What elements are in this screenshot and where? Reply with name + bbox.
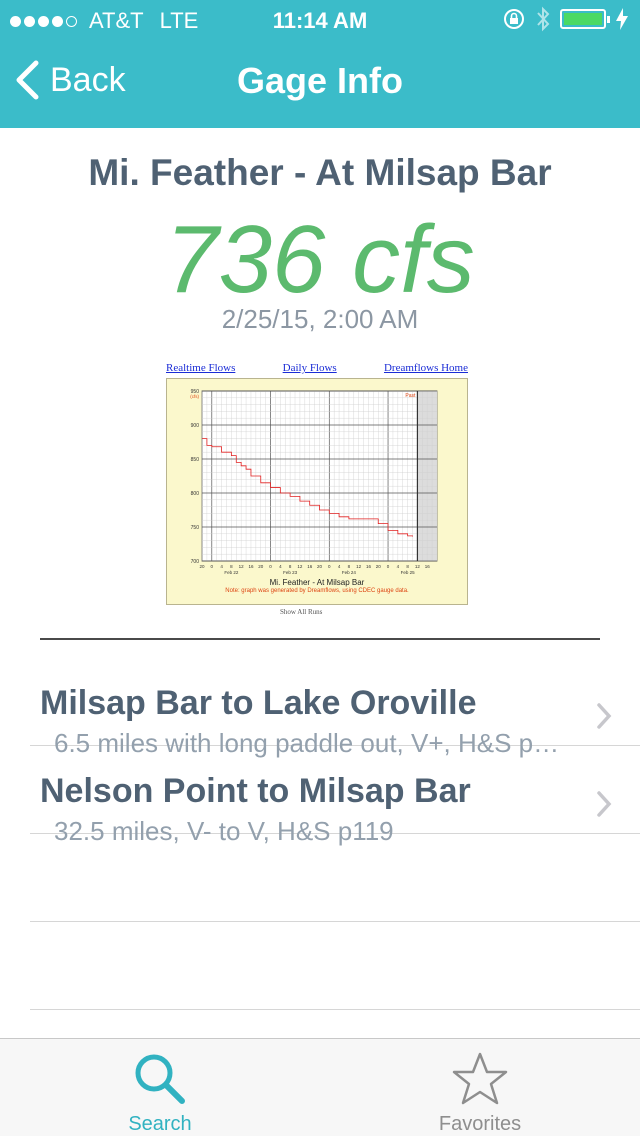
x-tick-label: 8 — [348, 564, 351, 569]
x-tick-label: 20 — [258, 564, 264, 569]
tab-bar: Search Favorites — [0, 1038, 640, 1136]
back-button[interactable]: Back — [14, 60, 126, 100]
bluetooth-icon — [537, 6, 550, 32]
y-tick-label: 950 — [191, 389, 200, 395]
x-tick-label: 4 — [279, 564, 282, 569]
chevron-right-icon — [597, 703, 612, 729]
carrier-label: AT&T — [89, 8, 144, 33]
x-tick-label: 12 — [297, 564, 303, 569]
graph-links: Realtime Flows Daily Flows Dreamflows Ho… — [166, 362, 468, 374]
run-name: Milsap Bar to Lake Oroville — [40, 684, 477, 722]
date-label: Feb 24 — [342, 570, 357, 575]
date-label: Feb 23 — [283, 570, 298, 575]
flow-series-line — [202, 438, 413, 537]
x-tick-label: 16 — [307, 564, 313, 569]
x-tick-label: 4 — [338, 564, 341, 569]
flow-value: 736 cfs — [165, 206, 475, 313]
dreamflows-home-link[interactable]: Dreamflows Home — [383, 362, 468, 374]
x-tick-label: 4 — [220, 564, 223, 569]
x-tick-label: 8 — [230, 564, 233, 569]
y-tick-label: 850 — [191, 457, 200, 463]
star-icon — [452, 1052, 508, 1105]
x-tick-label: 12 — [356, 564, 362, 569]
header: AT&T LTE 11:14 AM Back Gage Info — [0, 0, 640, 128]
status-bar: AT&T LTE 11:14 AM — [0, 0, 640, 40]
run-row[interactable]: Milsap Bar to Lake Oroville 6.5 miles wi… — [30, 658, 640, 758]
x-tick-label: 20 — [376, 564, 382, 569]
x-tick-label: 16 — [248, 564, 254, 569]
search-icon — [135, 1054, 185, 1104]
x-tick-label: 20 — [317, 564, 323, 569]
realtime-flows-link[interactable]: Realtime Flows — [166, 362, 236, 374]
date-label: Feb 22 — [224, 570, 239, 575]
charging-icon — [616, 8, 628, 30]
show-all-runs-text: Show All Runs — [280, 608, 323, 616]
chevron-right-icon — [597, 791, 612, 817]
rotation-lock-icon — [504, 9, 524, 29]
empty-row — [30, 834, 640, 922]
back-label: Back — [50, 60, 126, 99]
battery-icon — [560, 9, 610, 29]
x-tick-label: 4 — [397, 564, 400, 569]
x-tick-label: 12 — [415, 564, 421, 569]
x-tick-label: 16 — [366, 564, 372, 569]
daily-flows-link[interactable]: Daily Flows — [282, 362, 337, 374]
graph-note: Note: graph was generated by Dreamflows,… — [225, 588, 409, 594]
y-tick-label: 700 — [191, 559, 200, 565]
date-label: Feb 25 — [401, 570, 416, 575]
x-tick-label: 20 — [199, 564, 205, 569]
y-tick-label: 750 — [191, 525, 200, 531]
signal-icon — [10, 15, 77, 27]
x-tick-label: 8 — [289, 564, 292, 569]
past-label: Past — [405, 393, 416, 399]
clock: 11:14 AM — [272, 8, 368, 33]
run-name: Nelson Point to Milsap Bar — [40, 772, 471, 810]
y-tick-label: 900 — [191, 423, 200, 429]
x-tick-label: 12 — [239, 564, 245, 569]
flow-graph[interactable]: 700 750 800 850 900 950 (cfs) Past 20 0 4 8 12 16 20 0 4… — [166, 378, 468, 605]
chevron-left-icon — [16, 60, 39, 100]
tab-label: Search — [128, 1113, 192, 1135]
run-row[interactable]: Nelson Point to Milsap Bar 32.5 miles, V… — [30, 746, 640, 846]
tab-label: Favorites — [438, 1113, 522, 1135]
tab-favorites[interactable]: Favorites — [320, 1039, 640, 1136]
tab-search[interactable]: Search — [0, 1039, 320, 1136]
gage-name: Mi. Feather - At Milsap Bar — [88, 152, 552, 193]
flow-timestamp: 2/25/15, 2:00 AM — [221, 304, 419, 334]
x-tick-label: 16 — [425, 564, 431, 569]
x-tick-label: 0 — [328, 564, 331, 569]
nav-title: Gage Info — [236, 60, 403, 101]
graph-title: Mi. Feather - At Milsap Bar — [269, 578, 365, 587]
y-unit-label: (cfs) — [190, 394, 199, 399]
divider — [40, 638, 600, 640]
x-tick-label: 0 — [387, 564, 390, 569]
x-tick-label: 8 — [406, 564, 409, 569]
y-tick-label: 800 — [191, 491, 200, 497]
x-tick-label: 0 — [211, 564, 214, 569]
network-label: LTE — [159, 8, 199, 33]
x-tick-label: 0 — [269, 564, 272, 569]
empty-row — [30, 922, 640, 1010]
